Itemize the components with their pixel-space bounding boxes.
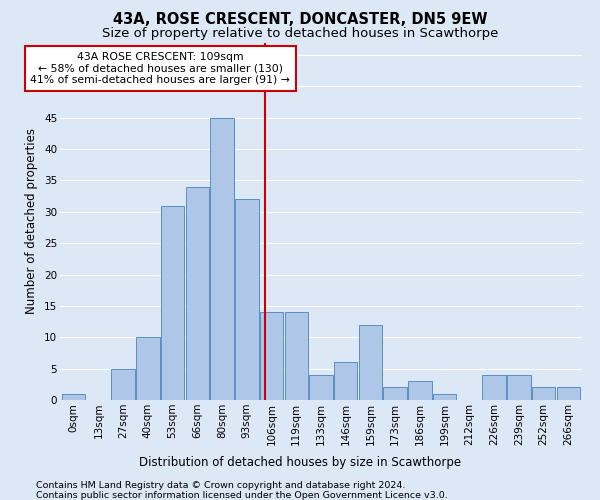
Text: 43A ROSE CRESCENT: 109sqm
← 58% of detached houses are smaller (130)
41% of semi: 43A ROSE CRESCENT: 109sqm ← 58% of detac… bbox=[30, 52, 290, 85]
Bar bbox=[383, 388, 407, 400]
Bar bbox=[210, 118, 234, 400]
Text: Contains HM Land Registry data © Crown copyright and database right 2024.: Contains HM Land Registry data © Crown c… bbox=[36, 480, 406, 490]
Bar bbox=[284, 312, 308, 400]
Bar bbox=[112, 368, 135, 400]
Text: Contains public sector information licensed under the Open Government Licence v3: Contains public sector information licen… bbox=[36, 490, 448, 500]
Y-axis label: Number of detached properties: Number of detached properties bbox=[25, 128, 38, 314]
Text: Size of property relative to detached houses in Scawthorpe: Size of property relative to detached ho… bbox=[102, 28, 498, 40]
Bar bbox=[260, 312, 283, 400]
Bar bbox=[62, 394, 85, 400]
Bar bbox=[309, 375, 333, 400]
Bar bbox=[482, 375, 506, 400]
Bar bbox=[334, 362, 358, 400]
Text: 43A, ROSE CRESCENT, DONCASTER, DN5 9EW: 43A, ROSE CRESCENT, DONCASTER, DN5 9EW bbox=[113, 12, 487, 28]
Bar bbox=[161, 206, 184, 400]
Bar bbox=[185, 187, 209, 400]
Bar bbox=[408, 381, 432, 400]
Text: Distribution of detached houses by size in Scawthorpe: Distribution of detached houses by size … bbox=[139, 456, 461, 469]
Bar bbox=[557, 388, 580, 400]
Bar bbox=[507, 375, 530, 400]
Bar bbox=[359, 324, 382, 400]
Bar bbox=[433, 394, 457, 400]
Bar bbox=[532, 388, 556, 400]
Bar bbox=[136, 338, 160, 400]
Bar bbox=[235, 200, 259, 400]
